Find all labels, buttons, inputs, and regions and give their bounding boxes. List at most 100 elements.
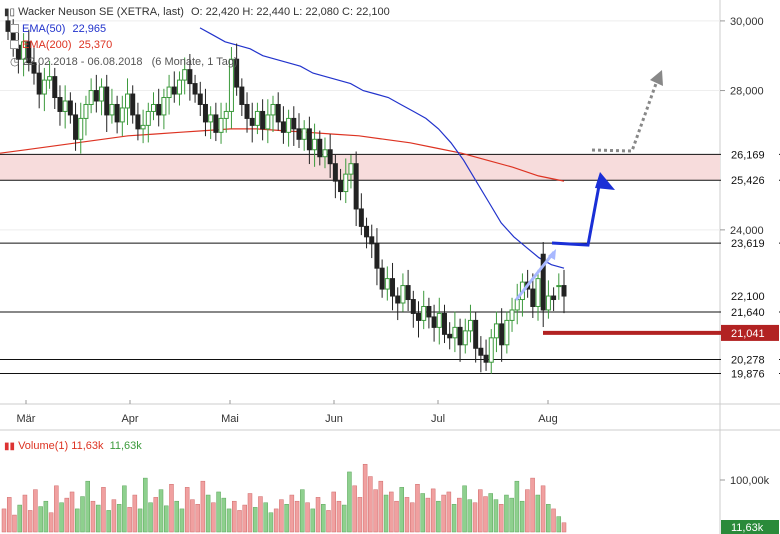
volume-bar [6, 497, 12, 533]
candle-body [369, 236, 375, 245]
volume-bar [561, 522, 567, 533]
volume-bar [263, 502, 268, 533]
volume-bar [200, 480, 206, 533]
volume-bar [17, 504, 22, 533]
volume-bar [143, 477, 148, 533]
volume-bar [331, 491, 336, 533]
volume-bar [252, 507, 258, 533]
volume-bar [258, 496, 263, 533]
volume-bar [169, 484, 174, 533]
volume-bar [33, 489, 38, 533]
y-tick-label: 24,000 [730, 225, 764, 237]
candle-body [109, 103, 115, 116]
volume-bar [478, 489, 483, 533]
volume-bar [540, 485, 546, 533]
candle-body [171, 86, 177, 95]
legend-ema200[interactable]: EMA(200) 25,370 [10, 39, 112, 51]
volume-bar [357, 497, 363, 533]
candlestick-icon: ▮▯ [4, 7, 16, 18]
volume-current-label: 11,63k [731, 522, 764, 534]
candle-body [119, 107, 125, 123]
volume-bar [148, 502, 153, 533]
volume-bar [294, 500, 300, 533]
volume-bar [493, 499, 499, 533]
volume-bar [190, 499, 195, 533]
candle-body [197, 93, 203, 105]
volume-bar [347, 471, 352, 533]
volume-bar [122, 485, 127, 533]
candle-body [83, 103, 89, 119]
candle-body [166, 86, 172, 99]
volume-bar [498, 504, 504, 533]
candle-body [343, 173, 349, 193]
volume-bar [551, 508, 556, 533]
volume-bar [420, 493, 425, 533]
toggle-icon[interactable] [10, 24, 19, 33]
candle-body [270, 103, 276, 116]
volume-bar [179, 508, 185, 533]
scenario-arrow-light [514, 251, 556, 301]
volume-bar [457, 497, 462, 533]
candle-body [364, 225, 370, 238]
volume-bar [514, 480, 520, 533]
volume-bar [27, 510, 33, 533]
candle-body [145, 110, 151, 126]
candle-body [296, 128, 302, 140]
volume-label: Volume(1) [18, 440, 69, 452]
candle-body [114, 103, 120, 123]
volume-bar [509, 497, 514, 533]
volume-bar [38, 506, 43, 533]
price-level-box [721, 304, 779, 321]
volume-axis-label: 100,00k [730, 475, 770, 487]
ohlc-readout: O: 22,420 H: 22,440 L: 22,080 C: 22,100 [191, 6, 390, 18]
legend-ema50[interactable]: EMA(50) 22,965 [10, 23, 106, 35]
price-level-box [721, 324, 779, 341]
candle-body [187, 69, 193, 85]
candle-body [478, 347, 484, 356]
volume-icon: ▮▮ [4, 441, 16, 452]
volume-bar [116, 504, 122, 533]
candle-body [202, 103, 208, 123]
toggle-icon[interactable] [10, 40, 19, 49]
volume-bar [373, 489, 378, 533]
scenario-arrowhead-light [548, 249, 556, 260]
volume-bar [205, 494, 211, 533]
candle-body [260, 110, 266, 130]
candle-body [426, 305, 432, 318]
volume-bar [226, 508, 232, 533]
candle-body [400, 285, 406, 304]
volume-bar [242, 504, 247, 533]
candle-body [509, 309, 515, 321]
candle-body [317, 138, 323, 158]
volume-bar [409, 502, 415, 533]
volume-bar [90, 500, 96, 533]
volume-bar [284, 504, 289, 533]
volume-bar [232, 500, 237, 533]
volume-bar [211, 502, 216, 533]
candle-body [556, 285, 562, 288]
volume-bar [237, 510, 242, 533]
volume-bar [315, 497, 321, 533]
candle-body [254, 110, 260, 126]
y-tick-label: 28,000 [730, 86, 764, 98]
candle-body [441, 312, 447, 335]
volume-bar [300, 489, 305, 533]
price-levels [0, 153, 780, 374]
volume-bar [273, 508, 279, 533]
candle-body [234, 58, 240, 88]
candle-body [176, 79, 182, 95]
candle-body [551, 295, 557, 301]
volume-bar [75, 508, 80, 533]
volume-bar [415, 484, 420, 533]
candle-body [73, 114, 79, 140]
volume-bar [12, 514, 17, 533]
candle-body [125, 93, 131, 109]
candle-body [410, 299, 416, 314]
volume-bar [336, 500, 342, 533]
candle-body [286, 117, 292, 133]
legend-ema50-label: EMA(50) [22, 23, 66, 35]
candle-body [156, 103, 162, 116]
candle-body [88, 90, 94, 105]
candle-body [545, 295, 551, 311]
